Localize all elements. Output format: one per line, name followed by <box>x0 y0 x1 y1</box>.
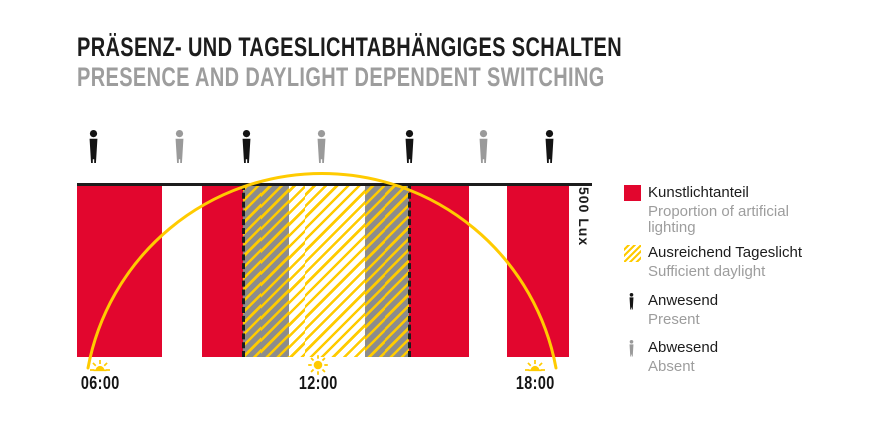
chart-area: 06:00 12:00 18:00 500 Lux <box>77 128 607 403</box>
legend-label: Kunstlichtanteil <box>648 184 749 201</box>
lux-threshold-label: 500 Lux <box>576 187 592 247</box>
legend-label: Abwesend <box>648 339 719 356</box>
segment-artificial-light <box>202 186 243 357</box>
legend-sublabel: Absent <box>648 358 695 375</box>
daylight-zone-border-left <box>241 184 245 357</box>
person-icon-present <box>241 130 252 169</box>
segment-artificial-light <box>77 186 162 357</box>
segment-daylight-present <box>365 186 409 357</box>
person-absent-icon <box>624 340 636 362</box>
person-icon-present <box>544 130 555 169</box>
person-icon-present <box>404 130 415 169</box>
daylight-hatch-square-icon <box>624 245 641 262</box>
legend-label: Anwesend <box>648 292 719 309</box>
sun-icon-noon <box>307 354 329 381</box>
person-icon-absent <box>174 130 185 169</box>
legend-sublabel: Sufficient daylight <box>648 263 766 280</box>
lux-threshold-line <box>77 183 592 186</box>
segment-artificial-light <box>507 186 569 357</box>
time-label: 12:00 <box>298 373 338 393</box>
time-label: 06:00 <box>80 373 120 393</box>
person-icon-absent <box>478 130 489 169</box>
legend-item-person-absent: Abwesend Absent <box>624 339 874 375</box>
person-present-icon <box>624 293 636 315</box>
segment-artificial-light <box>409 186 469 357</box>
segment-off-absent <box>469 186 507 357</box>
sun-icon-sunset <box>522 358 548 377</box>
legend-label: Ausreichend Tageslicht <box>648 244 802 261</box>
time-label: 18:00 <box>515 373 555 393</box>
red-square-icon <box>624 185 641 201</box>
legend-item-red-square: Kunstlichtanteil Proportion of artificia… <box>624 184 874 236</box>
segment-daylight-present <box>243 186 289 357</box>
sun-icon-sunrise <box>87 358 113 377</box>
daylight-zone-border-right <box>407 184 411 357</box>
segment-daylight-absent <box>289 186 365 357</box>
page-subtitle: PRESENCE AND DAYLIGHT DEPENDENT SWITCHIN… <box>77 62 605 92</box>
person-icon-absent <box>316 130 327 169</box>
legend-sublabel: Proportion of artificial lighting <box>648 203 789 236</box>
person-icon-present <box>88 130 99 169</box>
legend-item-person-present: Anwesend Present <box>624 292 874 328</box>
legend-sublabel: Present <box>648 311 700 328</box>
page-title: PRÄSENZ- UND TAGESLICHTABHÄNGIGES SCHALT… <box>77 32 623 62</box>
legend-item-daylight-hatch-square: Ausreichend Tageslicht Sufficient daylig… <box>624 244 874 280</box>
segment-off-absent <box>162 186 202 357</box>
